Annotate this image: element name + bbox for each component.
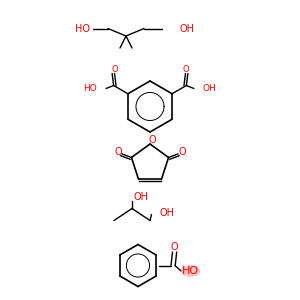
Text: O: O bbox=[182, 64, 189, 74]
Text: O: O bbox=[148, 135, 156, 146]
Text: O: O bbox=[114, 147, 122, 157]
Text: HO: HO bbox=[75, 23, 90, 34]
Text: HO: HO bbox=[182, 266, 199, 276]
Ellipse shape bbox=[181, 265, 200, 277]
Text: O: O bbox=[171, 242, 178, 253]
Text: OH: OH bbox=[180, 23, 195, 34]
Text: HO: HO bbox=[83, 84, 97, 93]
Text: O: O bbox=[111, 64, 118, 74]
Text: O: O bbox=[178, 147, 186, 157]
Text: OH: OH bbox=[134, 191, 148, 202]
Text: OH: OH bbox=[203, 84, 217, 93]
Text: OH: OH bbox=[159, 208, 174, 218]
